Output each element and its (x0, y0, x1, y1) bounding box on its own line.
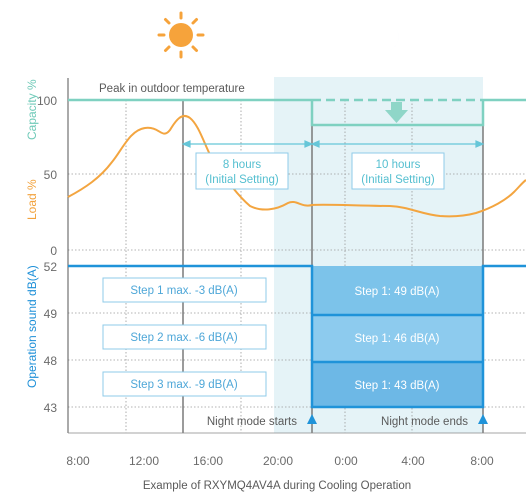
tick-52: 52 (44, 260, 58, 274)
capacity-reduction-arrow (385, 102, 408, 123)
tick-100: 100 (37, 94, 57, 108)
night-end-label: Night mode ends (381, 416, 468, 428)
night-start-label: Night mode starts (207, 416, 297, 428)
sound-band-step2 (312, 315, 483, 362)
time-tick-2: 16:00 (193, 454, 223, 468)
step-3-level-label: Step 1: 43 dB(A) (354, 380, 439, 392)
step-3-max-label: Step 3 max. -9 dB(A) (130, 379, 238, 391)
duration-1-line1: 8 hours (223, 159, 262, 171)
moon-icon (383, 23, 399, 52)
duration-arrow-1 (181, 140, 314, 148)
time-tick-5: 4:00 (401, 454, 425, 468)
step-1-level-label: Step 1: 49 dB(A) (354, 286, 439, 298)
duration-1-line2: (Initial Setting) (205, 174, 279, 186)
step-2-level-label: Step 1: 46 dB(A) (354, 333, 439, 345)
step-3-max-box (102, 371, 267, 397)
step-1-max-label: Step 1 max. -3 dB(A) (130, 285, 238, 297)
duration-box-1 (195, 152, 289, 190)
step-1-max-box (102, 277, 267, 303)
sound-band-step3 (312, 362, 483, 407)
night-end-marker (478, 414, 488, 424)
tick-48: 48 (44, 354, 58, 368)
tick-0: 0 (50, 244, 57, 258)
sun-icon (157, 11, 205, 59)
night-start-marker (307, 414, 317, 424)
peak-label: Peak in outdoor temperature (99, 83, 245, 95)
step-2-max-box (102, 324, 267, 350)
load-curve (67, 114, 526, 218)
capacity-axis-label: Capacity % (25, 79, 39, 140)
sound-band-step1 (312, 266, 483, 315)
tick-50: 50 (44, 168, 58, 182)
capacity-line (68, 98, 526, 127)
time-tick-4: 0:00 (334, 454, 358, 468)
duration-2-line2: (Initial Setting) (361, 174, 435, 186)
duration-box-2 (351, 152, 445, 190)
tick-49: 49 (44, 307, 58, 321)
duration-arrow-2 (310, 140, 485, 148)
duration-2-line1: 10 hours (376, 159, 421, 171)
tick-43: 43 (44, 401, 58, 415)
sound-axis-label: Operation sound dB(A) (25, 265, 39, 388)
step-2-max-label: Step 2 max. -6 dB(A) (130, 332, 238, 344)
time-tick-0: 8:00 (66, 454, 90, 468)
time-tick-6: 8:00 (470, 454, 494, 468)
sound-level-line (68, 264, 526, 409)
load-axis-label: Load % (25, 179, 39, 220)
caption: Example of RXYMQ4AV4A during Cooling Ope… (143, 480, 411, 492)
time-tick-3: 20:00 (263, 454, 293, 468)
time-tick-1: 12:00 (129, 454, 159, 468)
